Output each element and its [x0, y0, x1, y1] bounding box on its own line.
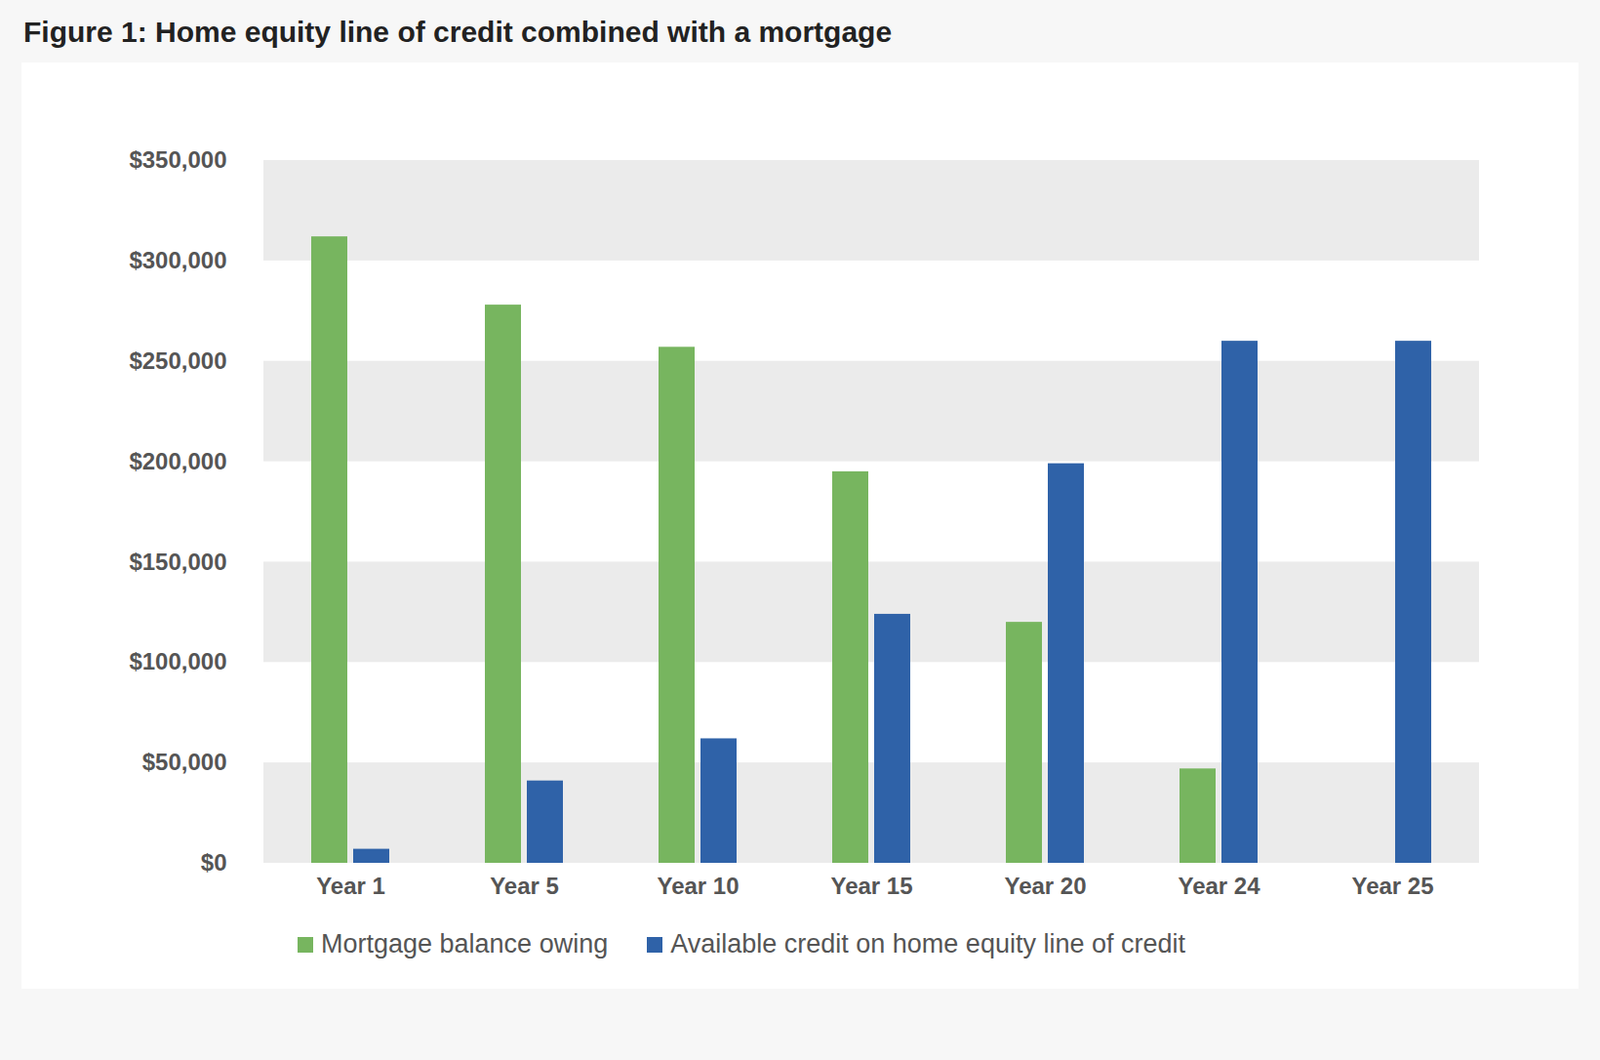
svg-text:Year 5: Year 5: [489, 872, 560, 899]
svg-text:$0: $0: [200, 848, 228, 876]
svg-text:Year 1: Year 1: [316, 872, 386, 899]
svg-text:Year 24: Year 24: [1177, 872, 1261, 899]
svg-text:$250,000: $250,000: [128, 347, 227, 374]
svg-text:Year 10: Year 10: [656, 872, 739, 899]
html-text:Figure 1: Home equity line of: Figure 1: Home equity line of credit com…: [23, 15, 892, 48]
html-text:Mortgage balance owing: Mortgage balance owing: [320, 928, 608, 959]
html-text:Available credit on home equit: Available credit on home equity line of …: [670, 928, 1186, 959]
svg-text:$350,000: $350,000: [128, 146, 227, 173]
svg-text:Year 25: Year 25: [1351, 872, 1434, 899]
svg-text:Year 20: Year 20: [1003, 872, 1086, 899]
svg-text:$50,000: $50,000: [142, 748, 228, 775]
svg-text:$150,000: $150,000: [128, 548, 227, 575]
svg-text:$200,000: $200,000: [128, 447, 227, 475]
svg-text:$300,000: $300,000: [128, 246, 227, 274]
svg-text:Year 15: Year 15: [830, 872, 913, 899]
svg-text:$100,000: $100,000: [128, 647, 227, 675]
